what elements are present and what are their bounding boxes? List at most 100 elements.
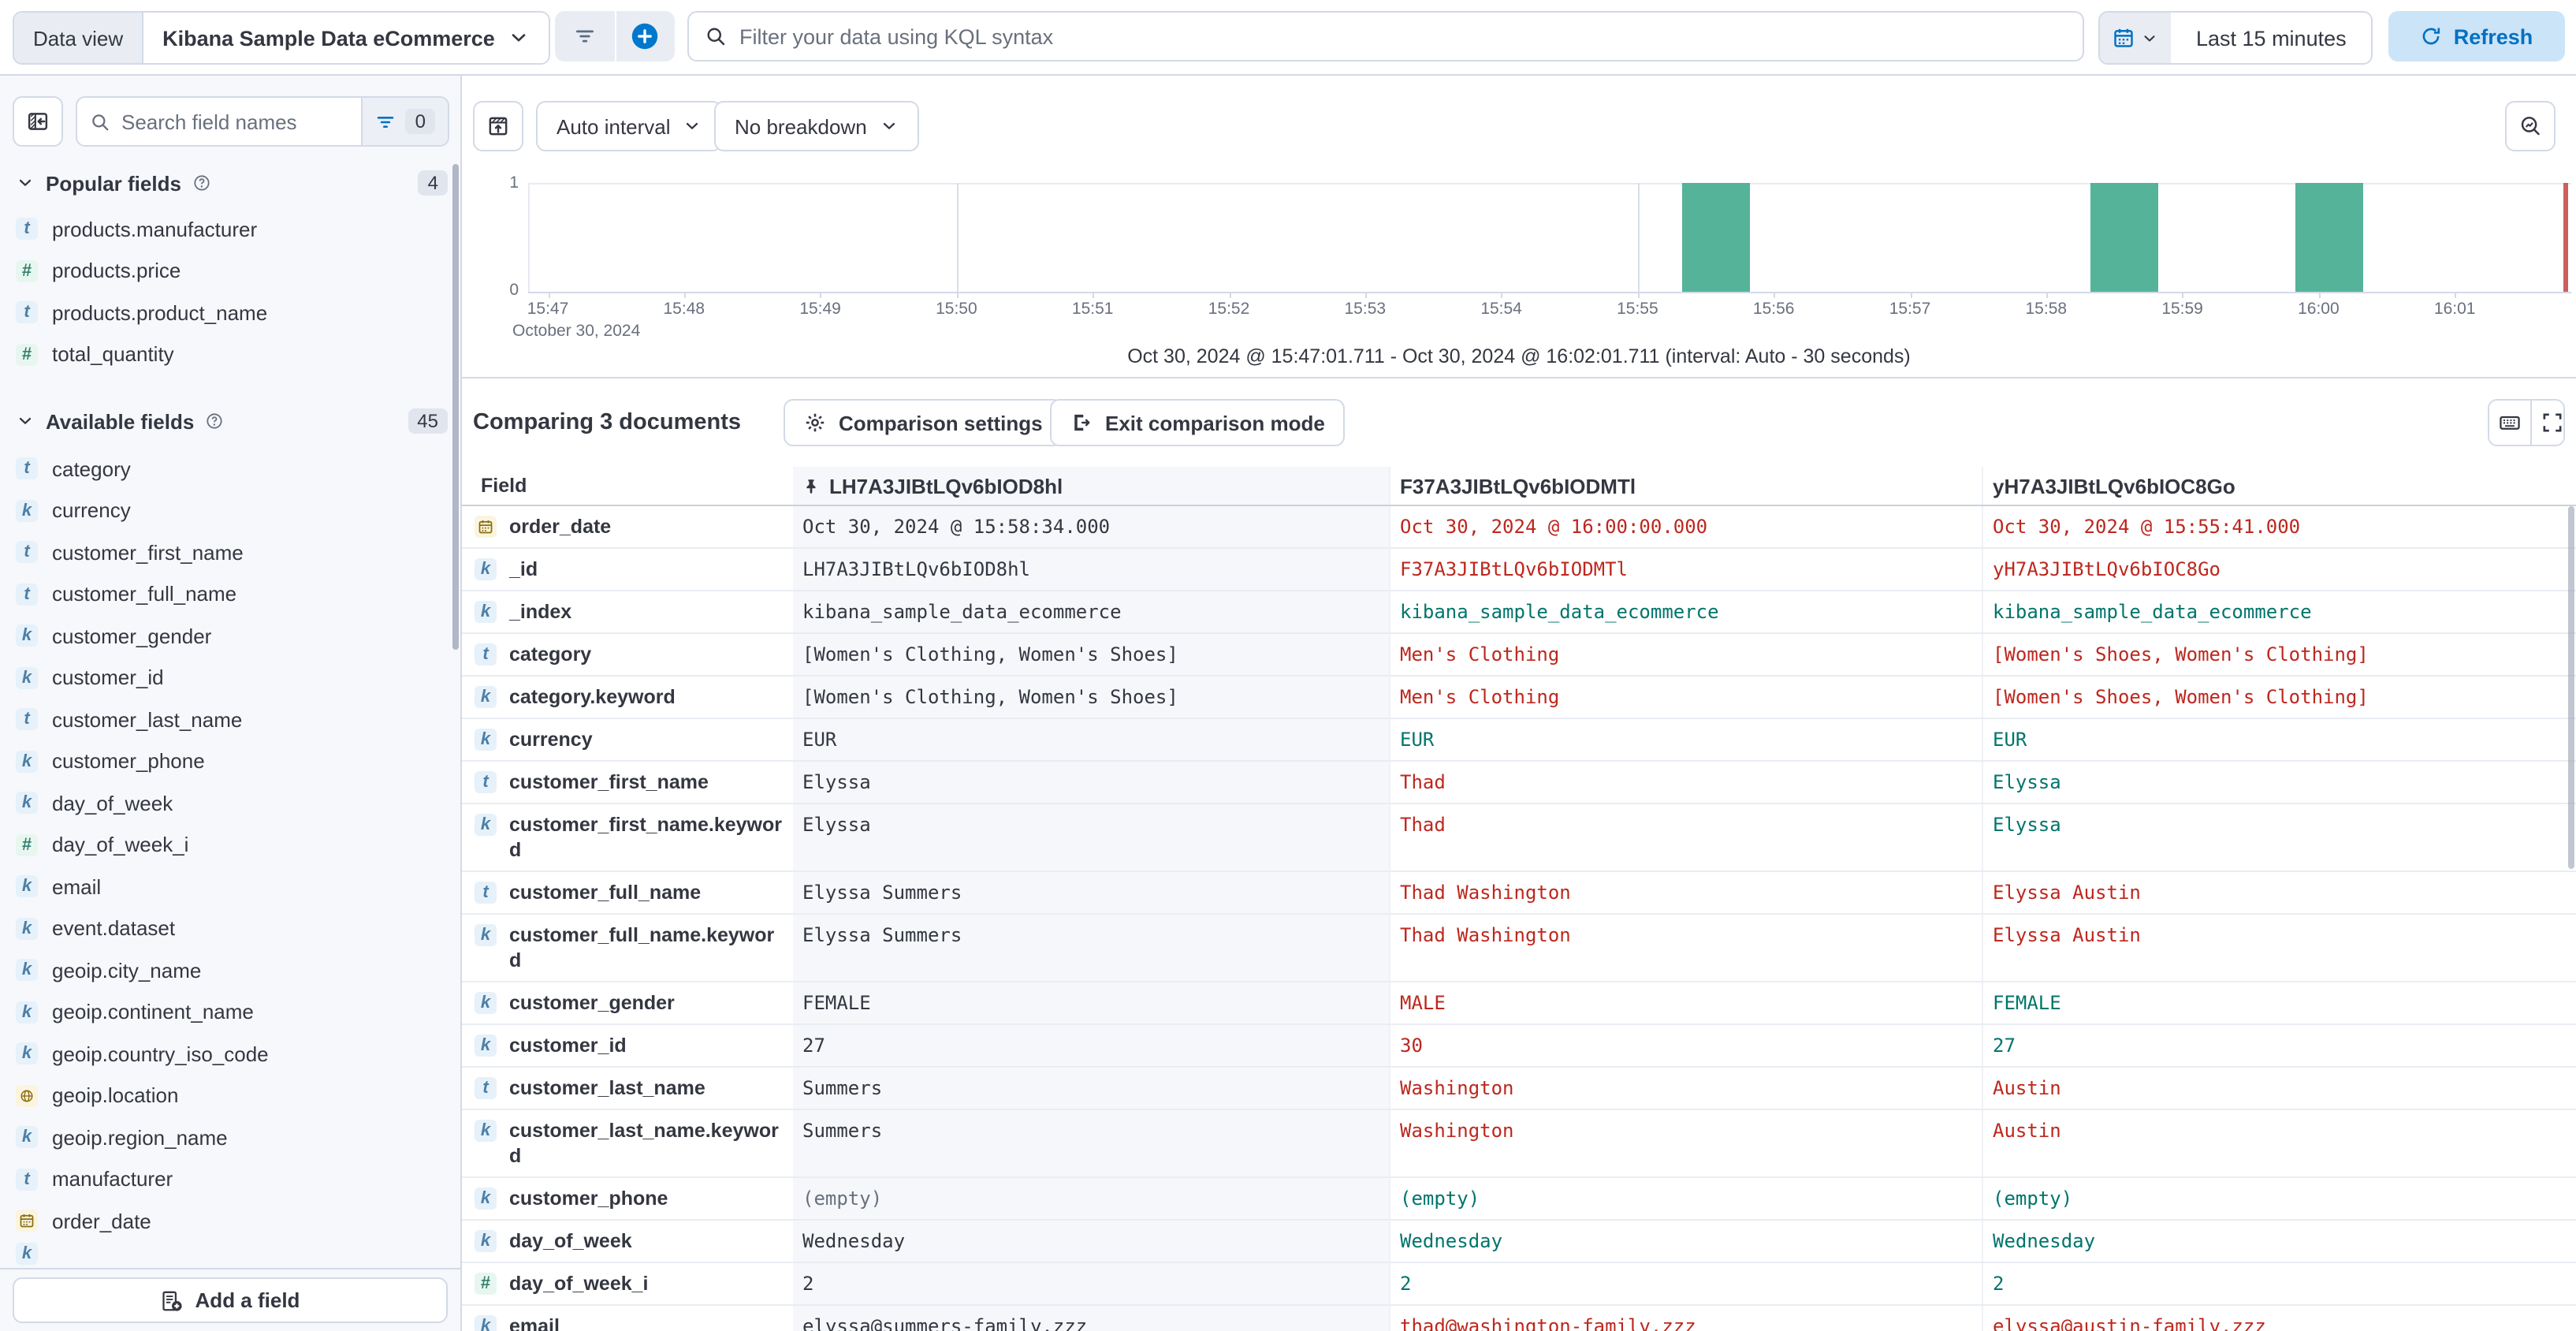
field-value-cell: EUR [1389, 719, 1982, 760]
collapse-sidebar-button[interactable] [13, 96, 63, 147]
interval-dropdown[interactable]: Auto interval [536, 101, 723, 151]
top-navigation-bar: Data view Kibana Sample Data eCommerce F… [0, 0, 2576, 76]
sidebar-field-currency[interactable]: k currency [0, 490, 460, 531]
field-value-cell: Men's Clothing [1389, 677, 1982, 718]
available-fields-header[interactable]: Available fields 45 [0, 402, 460, 440]
x-axis-tick-label: 15:59 [2161, 300, 2203, 319]
breakdown-label: No breakdown [735, 114, 867, 138]
comparison-settings-button[interactable]: Comparison settings [784, 399, 1063, 446]
interval-label: Auto interval [557, 114, 671, 138]
x-axis-tick-mark [2455, 292, 2457, 298]
add-filter-button[interactable] [614, 11, 675, 62]
field-value-cell: 27 [793, 1025, 1389, 1066]
kql-search-bar[interactable]: Filter your data using KQL syntax [687, 11, 2084, 62]
sidebar-field-customer_first_name[interactable]: t customer_first_name [0, 531, 460, 573]
x-axis-tick-label: 15:48 [663, 300, 705, 319]
sidebar-field-geoip.continent_name[interactable]: k geoip.continent_name [0, 991, 460, 1033]
chevron-down-icon [880, 117, 899, 136]
collapse-sidebar-icon [27, 110, 49, 132]
sidebar-field-customer_phone[interactable]: k customer_phone [0, 740, 460, 782]
sidebar-field-products.manufacturer[interactable]: t products.manufacturer [0, 208, 460, 250]
field-value-cell: FEMALE [793, 982, 1389, 1023]
chevron-down-icon [16, 412, 35, 431]
sidebar-field-label: geoip.city_name [52, 958, 202, 982]
sidebar-field-customer_full_name[interactable]: t customer_full_name [0, 573, 460, 615]
sidebar-scrollbar[interactable] [452, 164, 459, 650]
histogram-bar[interactable] [1681, 183, 1750, 292]
chart-gridline-left [528, 183, 530, 292]
sidebar-field-event.dataset[interactable]: k event.dataset [0, 908, 460, 949]
sidebar-field-products.price[interactable]: # products.price [0, 250, 460, 292]
sidebar-field-label: customer_gender [52, 624, 212, 648]
x-axis-tick-mark [1229, 292, 1230, 298]
x-axis-tick-mark [1364, 292, 1367, 298]
main-content: Auto interval No breakdown 1 0 15:47 15:4… [462, 76, 2576, 1331]
field-filter-button[interactable]: 0 [361, 98, 448, 145]
x-axis-tick-mark [2318, 292, 2321, 298]
document-column-header[interactable]: yH7A3JIBtLQv6bIOC8Go [1982, 467, 2576, 505]
popular-fields-label: Popular fields [46, 171, 181, 195]
keyboard-shortcuts-button[interactable] [2489, 401, 2530, 445]
exit-comparison-button[interactable]: Exit comparison mode [1050, 399, 1346, 446]
sidebar-field-geoip.country_iso_code[interactable]: k geoip.country_iso_code [0, 1033, 460, 1075]
field-type-icon-keyword: k [475, 814, 497, 836]
comparison-table-body: order_date Oct 30, 2024 @ 15:58:34.000 Oct… [462, 506, 2576, 1331]
sidebar-field-label: day_of_week [52, 791, 173, 815]
sidebar-field-manufacturer[interactable]: t manufacturer [0, 1158, 460, 1200]
table-row: k day_of_week Wednesday Wednesday Wednesday [462, 1219, 2576, 1262]
table-scrollbar[interactable] [2568, 506, 2574, 869]
kql-placeholder: Filter your data using KQL syntax [739, 24, 1054, 48]
sidebar-field-order_date[interactable]: order_date [0, 1200, 460, 1242]
sidebar-field-geoip.location[interactable]: geoip.location [0, 1075, 460, 1117]
field-value-cell: yH7A3JIBtLQv6bIOC8Go [1982, 549, 2576, 590]
sidebar-field-customer_last_name[interactable]: t customer_last_name [0, 699, 460, 740]
refresh-button[interactable]: Refresh [2388, 11, 2565, 62]
histogram-bar[interactable] [2090, 183, 2159, 292]
field-type-icon-number: # [16, 833, 38, 856]
sidebar-field-label: day_of_week_i [52, 833, 189, 857]
sidebar-field-products.product_name[interactable]: t products.product_name [0, 292, 460, 334]
data-view-button[interactable]: Kibana Sample Data eCommerce [143, 13, 549, 63]
field-value-cell: 2 [1982, 1263, 2576, 1304]
popular-fields-header[interactable]: Popular fields 4 [0, 164, 460, 202]
sidebar-field-day_of_week[interactable]: k day_of_week [0, 782, 460, 824]
field-value-cell: Elyssa [1982, 762, 2576, 803]
field-type-icon-number: # [475, 1273, 497, 1295]
field-search-input[interactable]: Search field names 0 [76, 96, 449, 147]
date-quick-select-button[interactable] [2100, 13, 2171, 63]
field-type-icon-keyword: k [16, 917, 38, 940]
comparison-settings-label: Comparison settings [839, 411, 1043, 434]
document-column-header[interactable]: F37A3JIBtLQv6bIODMTl [1389, 467, 1982, 505]
comparison-title: Comparing 3 documents [473, 410, 741, 435]
x-axis-tick-mark [2046, 292, 2048, 298]
explore-in-lens-button[interactable] [2505, 101, 2556, 151]
breakdown-dropdown[interactable]: No breakdown [714, 101, 919, 151]
field-name-label: day_of_week [509, 1230, 632, 1252]
histogram-plot-area[interactable] [528, 183, 2571, 298]
sidebar-field-email[interactable]: k email [0, 866, 460, 908]
field-value-cell: 27 [1982, 1025, 2576, 1066]
sidebar-field-total_quantity[interactable]: # total_quantity [0, 334, 460, 375]
x-axis-date-label: October 30, 2024 [512, 322, 641, 341]
field-type-icon-keyword: k [16, 959, 38, 982]
hide-chart-button[interactable] [473, 101, 523, 151]
add-field-button[interactable]: Add a field [13, 1277, 448, 1323]
sidebar-field-customer_gender[interactable]: k customer_gender [0, 615, 460, 657]
sidebar-field-geoip.region_name[interactable]: k geoip.region_name [0, 1117, 460, 1158]
histogram-bar[interactable] [2295, 183, 2363, 292]
time-range-value[interactable]: Last 15 minutes [2171, 13, 2372, 63]
field-name-label: customer_full_name.keyword [509, 924, 775, 971]
filter-list-button[interactable] [555, 11, 614, 62]
x-axis-tick-mark [1774, 292, 1776, 298]
refresh-icon [2421, 25, 2443, 47]
sidebar-field-day_of_week_i[interactable]: # day_of_week_i [0, 824, 460, 866]
field-value-cell: Thad [1389, 804, 1982, 871]
document-column-header[interactable]: LH7A3JIBtLQv6bIOD8hl [793, 467, 1389, 505]
sidebar-field-customer_id[interactable]: k customer_id [0, 657, 460, 699]
fullscreen-button[interactable] [2530, 401, 2563, 445]
popular-fields-list: t products.manufacturer # products.price t pr… [0, 208, 460, 375]
sidebar-field-geoip.city_name[interactable]: k geoip.city_name [0, 949, 460, 991]
sidebar-field-category[interactable]: t category [0, 448, 460, 490]
table-row: k customer_first_name.keyword Elyssa Thad El… [462, 803, 2576, 871]
